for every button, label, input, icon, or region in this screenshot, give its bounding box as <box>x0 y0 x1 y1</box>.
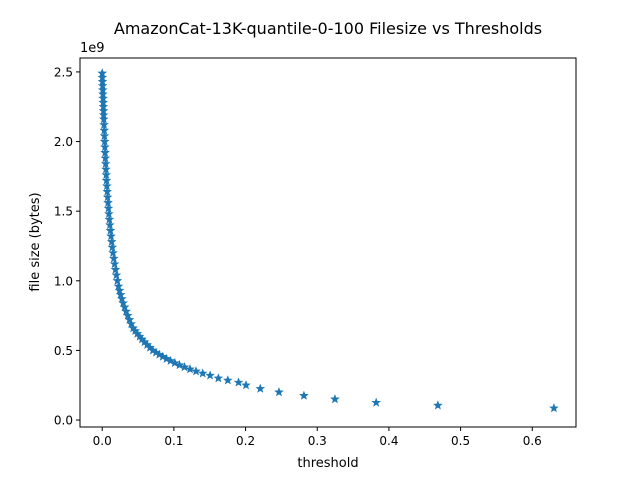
data-point <box>179 362 190 372</box>
data-point <box>223 375 233 385</box>
x-tick-label: 0.3 <box>308 434 327 448</box>
x-tick-label: 0.2 <box>236 434 255 448</box>
data-point <box>112 275 123 285</box>
data-point <box>197 368 208 378</box>
data-point <box>161 353 172 363</box>
data-point <box>110 264 121 274</box>
data-point <box>165 355 176 365</box>
data-point <box>371 397 381 407</box>
data-point <box>113 281 124 291</box>
x-axis-label: threshold <box>297 456 358 471</box>
data-point <box>105 225 116 235</box>
y-offset-label: 1e9 <box>80 41 105 56</box>
data-point <box>111 270 122 280</box>
data-point <box>330 394 340 404</box>
data-point <box>104 214 115 224</box>
data-point <box>104 208 114 219</box>
data-point <box>299 390 309 400</box>
data-point <box>157 351 168 361</box>
x-tick-label: 0.1 <box>164 434 183 448</box>
data-point <box>118 298 129 308</box>
data-point <box>255 383 266 393</box>
data-point <box>170 357 180 368</box>
data-point <box>433 400 443 410</box>
y-axis-label: file size (bytes) <box>28 192 43 291</box>
x-axis-ticks: 0.0 0.1 0.2 0.3 0.4 0.5 0.6 <box>93 427 542 448</box>
data-points <box>97 68 559 413</box>
x-tick-label: 0.0 <box>93 434 112 448</box>
y-tick-label: 1.0 <box>54 274 73 288</box>
data-point <box>126 318 137 329</box>
chart-title: AmazonCat-13K-quantile-0-100 Filesize vs… <box>114 19 542 38</box>
x-tick-label: 0.6 <box>523 434 542 448</box>
y-tick-label: 2.5 <box>54 65 73 79</box>
data-point <box>109 253 119 263</box>
y-tick-label: 0.5 <box>54 344 73 358</box>
data-point <box>124 314 135 324</box>
data-point <box>121 306 131 316</box>
data-point <box>191 366 201 376</box>
data-point <box>114 285 125 295</box>
y-tick-label: 2.0 <box>54 135 73 149</box>
plot-frame <box>79 57 577 428</box>
x-tick-label: 0.4 <box>379 434 398 448</box>
y-axis-ticks: 0.0 0.5 1.0 1.5 2.0 2.5 <box>54 65 80 428</box>
data-point <box>174 360 185 370</box>
data-point <box>106 236 117 246</box>
data-point <box>108 247 118 258</box>
x-tick-label: 0.5 <box>451 434 470 448</box>
data-point <box>549 403 559 413</box>
data-point <box>109 259 120 269</box>
data-point <box>122 310 133 320</box>
data-point <box>274 387 284 397</box>
y-tick-label: 0.0 <box>54 414 73 428</box>
y-tick-label: 1.5 <box>54 205 73 219</box>
data-point <box>115 289 126 299</box>
data-point <box>241 380 251 390</box>
data-point <box>205 370 215 380</box>
data-point <box>106 231 116 241</box>
data-point <box>233 377 244 387</box>
data-point <box>117 293 127 303</box>
data-point <box>107 242 118 252</box>
data-point <box>105 220 115 230</box>
data-point <box>119 302 130 312</box>
data-point <box>185 364 195 374</box>
data-point <box>213 373 224 383</box>
